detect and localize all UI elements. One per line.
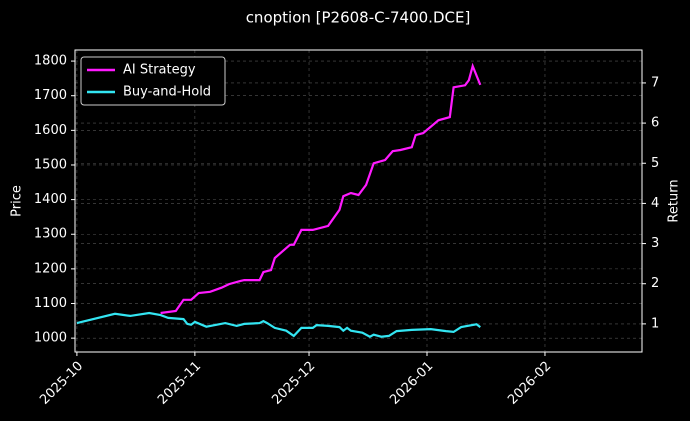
y-tick-label: 1600 [34, 123, 67, 138]
y-tick-label: 1500 [34, 157, 67, 172]
x-tick-label: 2025-10 [37, 359, 86, 408]
y-tick-label: 1400 [34, 192, 67, 207]
y-tick-label: 1800 [34, 54, 67, 69]
legend: AI Strategy Buy-and-Hold [80, 56, 226, 106]
x-tick-label: 2025-12 [269, 359, 318, 408]
legend-label: AI Strategy [123, 63, 196, 78]
y2-axis-label: Return [667, 179, 682, 222]
y2-tick-label: 3 [651, 236, 659, 251]
legend-label: Buy-and-Hold [123, 85, 211, 100]
x-tick-label: 2026-02 [505, 359, 554, 408]
y2-tick-label: 5 [651, 156, 659, 171]
y2-tick-label: 7 [651, 75, 659, 90]
y-tick-label: 1200 [34, 261, 67, 276]
legend-frame [80, 56, 226, 106]
y-tick-label: 1700 [34, 88, 67, 103]
plot-frame [74, 49, 643, 353]
y2-tick-label: 1 [651, 316, 659, 331]
series-line [76, 311, 481, 338]
y-axis-label: Price [10, 185, 25, 217]
y2-tick-label: 6 [651, 116, 659, 131]
x-tick-label: 2025-11 [155, 359, 204, 408]
y-tick-label: 1000 [34, 331, 67, 346]
y2-tick-label: 4 [651, 196, 659, 211]
series-line [160, 62, 482, 315]
y2-tick-label: 2 [651, 276, 659, 291]
y-tick-label: 1300 [34, 227, 67, 242]
x-tick-label: 2026-01 [387, 359, 436, 408]
chart-title: cnoption [P2608-C-7400.DCE] [246, 9, 471, 27]
y-tick-label: 1100 [34, 296, 67, 311]
